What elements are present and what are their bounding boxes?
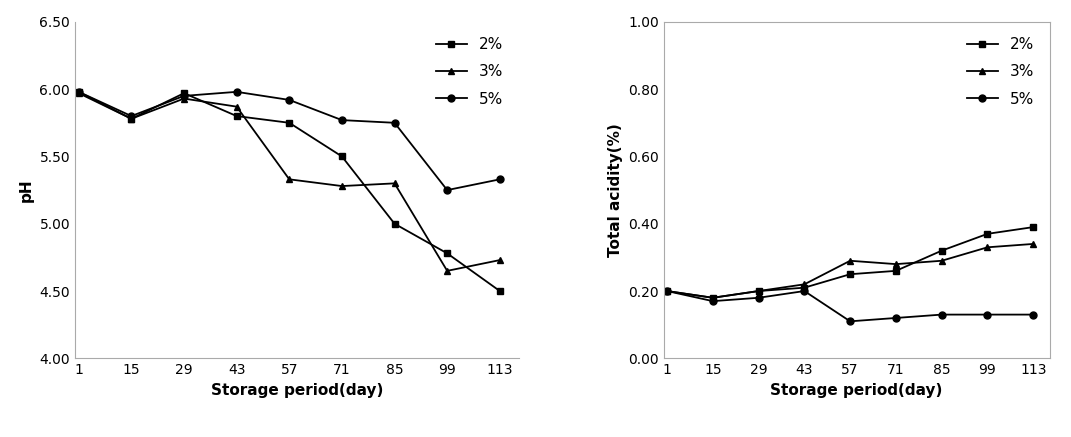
- 5%: [178, 93, 191, 98]
- 5%: [388, 120, 401, 125]
- 2%: [178, 90, 191, 96]
- 5%: [752, 295, 765, 300]
- 2%: [1027, 225, 1040, 230]
- Legend: 2%, 3%, 5%: 2%, 3%, 5%: [960, 29, 1042, 114]
- 2%: [494, 288, 507, 294]
- 2%: [707, 295, 720, 300]
- 5%: [890, 316, 903, 321]
- X-axis label: Storage period(day): Storage period(day): [211, 383, 383, 398]
- Line: 2%: 2%: [75, 88, 503, 295]
- 3%: [335, 184, 348, 189]
- 3%: [844, 258, 857, 264]
- 5%: [494, 177, 507, 182]
- Line: 2%: 2%: [664, 224, 1037, 301]
- 3%: [73, 90, 86, 96]
- 2%: [283, 120, 296, 125]
- 5%: [1027, 312, 1040, 317]
- 3%: [388, 181, 401, 186]
- 5%: [707, 298, 720, 304]
- 5%: [981, 312, 994, 317]
- 2%: [798, 285, 811, 290]
- 3%: [494, 257, 507, 263]
- 3%: [981, 245, 994, 250]
- 5%: [73, 89, 86, 94]
- 5%: [125, 114, 138, 119]
- X-axis label: Storage period(day): Storage period(day): [770, 383, 942, 398]
- 2%: [441, 251, 454, 256]
- 5%: [283, 97, 296, 103]
- Line: 3%: 3%: [664, 240, 1037, 301]
- Line: 5%: 5%: [75, 88, 503, 194]
- 3%: [1027, 241, 1040, 246]
- 3%: [661, 288, 674, 294]
- 2%: [230, 114, 243, 119]
- 3%: [178, 96, 191, 101]
- 3%: [441, 268, 454, 274]
- 2%: [890, 268, 903, 274]
- 5%: [335, 118, 348, 123]
- 3%: [230, 104, 243, 109]
- 5%: [230, 89, 243, 94]
- 2%: [73, 89, 86, 94]
- 5%: [798, 288, 811, 294]
- Y-axis label: Total acidity(%): Total acidity(%): [607, 123, 622, 257]
- 2%: [981, 231, 994, 236]
- 2%: [661, 288, 674, 294]
- 5%: [661, 288, 674, 294]
- 2%: [125, 116, 138, 121]
- 5%: [935, 312, 948, 317]
- 5%: [844, 319, 857, 324]
- 2%: [844, 272, 857, 277]
- Legend: 2%, 3%, 5%: 2%, 3%, 5%: [428, 29, 511, 114]
- Line: 5%: 5%: [664, 288, 1037, 325]
- 2%: [752, 288, 765, 294]
- 2%: [388, 221, 401, 226]
- 3%: [890, 261, 903, 267]
- 3%: [935, 258, 948, 264]
- 5%: [441, 187, 454, 193]
- Line: 3%: 3%: [75, 90, 503, 274]
- 3%: [125, 116, 138, 121]
- 2%: [335, 154, 348, 159]
- 3%: [798, 282, 811, 287]
- 2%: [935, 248, 948, 253]
- 3%: [283, 177, 296, 182]
- 3%: [707, 295, 720, 300]
- 3%: [752, 288, 765, 294]
- Y-axis label: pH: pH: [19, 178, 34, 202]
